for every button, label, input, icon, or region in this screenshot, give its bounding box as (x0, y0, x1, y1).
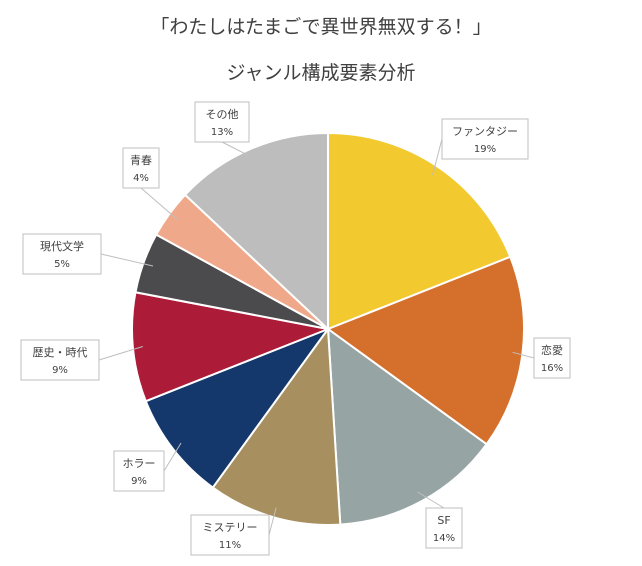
chart-subtitle: ジャンル構成要素分析 (226, 62, 416, 84)
data-label-box (194, 101, 250, 143)
slice-label: 青春 (130, 154, 152, 167)
chart-title: 「わたしはたまごで異世界無双する！」 (150, 16, 492, 38)
slice-label: 恋愛 (541, 343, 563, 357)
slice-percent: 9% (131, 476, 147, 487)
pie-slice-6 (131, 291, 332, 403)
slice-label: 現代文学 (40, 239, 84, 253)
slice-label: ファンタジー (452, 125, 518, 138)
leader-line-3 (417, 491, 445, 509)
leader-line-1 (432, 138, 443, 176)
data-label-box (190, 514, 270, 556)
slice-label: ミステリー (203, 521, 258, 534)
data-label-3: SF 14% (425, 507, 463, 549)
slice-percent: 9% (52, 365, 68, 376)
data-label-box (441, 118, 529, 160)
leader-line-2 (512, 351, 535, 359)
data-label-8: 青春 4% (122, 147, 160, 189)
slice-percent: 14% (433, 533, 455, 544)
pie-slice-9 (183, 131, 329, 332)
data-label-box (113, 450, 165, 492)
slice-percent: 11% (219, 540, 241, 551)
data-label-box (533, 337, 571, 379)
data-label-6: 歴史・時代 9% (20, 339, 100, 381)
pie-slice-2 (325, 255, 525, 446)
leader-line-9 (221, 141, 255, 159)
slice-percent: 16% (541, 363, 563, 374)
leader-line-6 (98, 346, 143, 361)
data-label-9: その他 13% (194, 101, 250, 143)
slice-label: その他 (206, 108, 239, 121)
data-label-2: 恋愛 16% (533, 337, 571, 379)
data-label-box (425, 507, 463, 549)
data-label-1: ファンタジー 19% (441, 118, 529, 160)
slice-percent: 19% (474, 144, 496, 155)
leader-line-8 (140, 187, 178, 221)
data-label-box (22, 233, 102, 275)
data-label-5: ホラー 9% (113, 450, 165, 492)
leader-line-5 (163, 442, 182, 472)
slice-label: SF (437, 514, 450, 527)
slice-percent: 5% (54, 259, 70, 270)
data-label-7: 現代文学 5% (22, 233, 102, 275)
slice-label: ホラー (123, 457, 156, 470)
leader-line-4 (268, 507, 277, 536)
slice-label: 歴史・時代 (33, 346, 88, 359)
slice-percent: 13% (211, 127, 233, 138)
leader-line-7 (100, 253, 154, 267)
pie-slice-5 (144, 326, 331, 489)
pie-slice-3 (326, 326, 488, 526)
pie-slice-1 (327, 131, 512, 331)
data-label-4: ミステリー 11% (190, 514, 270, 556)
slice-percent: 4% (133, 173, 149, 184)
data-label-box (20, 339, 100, 381)
data-label-box (122, 147, 160, 189)
